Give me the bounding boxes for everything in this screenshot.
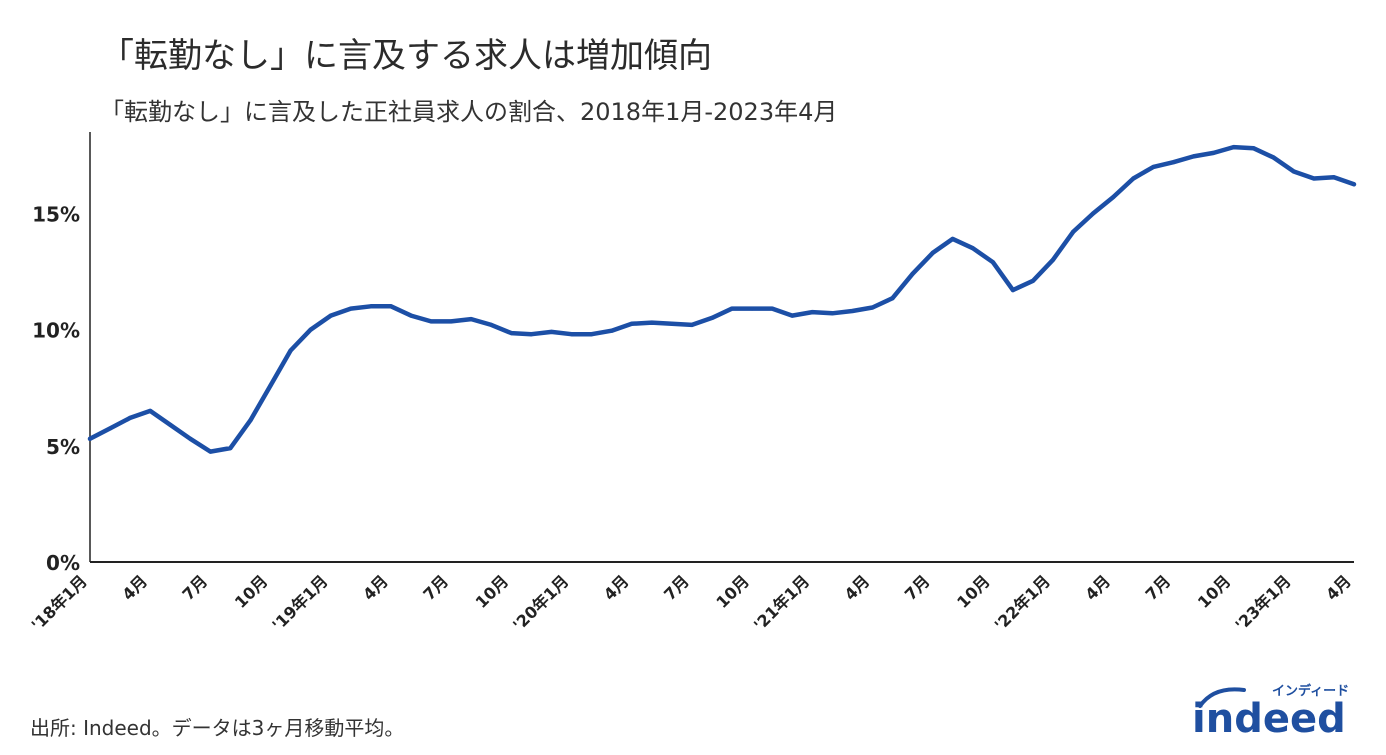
data-point [930, 250, 935, 255]
data-point [449, 319, 454, 324]
x-tick-label: 7月 [901, 571, 934, 604]
line-chart: 0%5%10%15%'18年1月 4月 7月 10月'19年1月 4月 7月 10月'20年… [28, 132, 1357, 635]
data-point [589, 332, 594, 337]
data-point [228, 446, 233, 451]
data-point [1251, 146, 1256, 151]
data-point [629, 321, 634, 326]
x-tick-label: 10月 [1194, 571, 1235, 612]
x-tick-label: 4月 [600, 571, 633, 604]
y-tick-label: 0% [46, 551, 80, 575]
data-point [148, 408, 153, 413]
data-point [88, 436, 92, 441]
y-tick-label: 10% [32, 319, 80, 343]
indeed-logo: インディード indeed [1192, 683, 1349, 740]
data-point [348, 306, 353, 311]
data-point [529, 332, 534, 337]
x-tick-label: 4月 [359, 571, 392, 604]
data-point [1311, 176, 1316, 181]
data-point [1111, 195, 1116, 200]
data-point [469, 317, 474, 322]
x-tick-label: 10月 [231, 571, 272, 612]
data-point [1291, 169, 1296, 174]
data-point [689, 322, 694, 327]
data-point [328, 313, 333, 318]
data-point [409, 313, 413, 318]
data-point [268, 383, 273, 388]
data-point [990, 260, 995, 265]
data-point [168, 422, 173, 427]
data-point [950, 236, 955, 241]
data-point [509, 331, 514, 336]
data-point [1010, 288, 1015, 293]
data-point [1231, 145, 1236, 150]
x-tick-label: 10月 [472, 571, 513, 612]
svg-text:インディード: インディード [1272, 683, 1349, 699]
data-point [1151, 164, 1156, 169]
data-point [429, 319, 434, 324]
x-tick-label: '18年1月 [28, 571, 91, 634]
data-point [910, 271, 915, 276]
data-point [770, 306, 775, 311]
data-point [890, 296, 895, 301]
x-tick-label: '20年1月 [509, 571, 572, 634]
x-tick-label: 4月 [118, 571, 151, 604]
data-point [308, 327, 313, 332]
data-point [1091, 211, 1096, 216]
data-point [1191, 154, 1196, 159]
data-point [208, 449, 213, 454]
data-point [368, 304, 373, 309]
x-tick-label: 7月 [179, 571, 212, 604]
data-point [830, 311, 835, 316]
data-point [1352, 182, 1356, 187]
data-point [108, 426, 113, 431]
x-tick-label: '21年1月 [750, 571, 813, 634]
x-tick-label: 7月 [1142, 571, 1175, 604]
data-point [710, 315, 714, 320]
data-point [750, 306, 755, 311]
x-tick-label: 10月 [953, 571, 994, 612]
data-point [609, 328, 614, 333]
data-point [489, 322, 494, 327]
data-point [1051, 257, 1055, 262]
data-point [970, 246, 975, 251]
series-line [87, 144, 1357, 454]
data-point [810, 310, 815, 315]
data-point [790, 313, 795, 318]
data-point [649, 320, 654, 325]
x-tick-label: 10月 [712, 571, 753, 612]
data-point [850, 309, 855, 313]
data-point [730, 306, 734, 311]
data-point [1331, 175, 1336, 180]
y-tick-label: 5% [46, 435, 80, 459]
chart-subtitle: 「転勤なし」に言及した正社員求人の割合、2018年1月-2023年4月 [100, 98, 838, 126]
data-point [288, 348, 293, 353]
data-point [669, 321, 674, 326]
x-tick-label: 4月 [1081, 571, 1114, 604]
x-tick-label: 7月 [660, 571, 693, 604]
x-tick-label: 7月 [419, 571, 452, 604]
data-point [1071, 229, 1076, 234]
svg-text:indeed: indeed [1192, 696, 1346, 740]
data-point [128, 415, 133, 420]
x-tick-label: 4月 [1322, 571, 1355, 604]
data-point [569, 332, 574, 337]
x-tick-label: '22年1月 [991, 571, 1054, 634]
data-point [188, 436, 193, 441]
data-point [1271, 155, 1276, 160]
x-tick-label: '19年1月 [268, 571, 331, 634]
x-tick-label: '23年1月 [1231, 571, 1294, 634]
data-point [1171, 160, 1176, 165]
data-point [389, 304, 393, 309]
data-point [1131, 176, 1136, 181]
source-note: 出所: Indeed。データは3ヶ月移動平均。 [30, 716, 405, 740]
data-point [248, 418, 253, 423]
data-point [549, 329, 554, 334]
y-tick-label: 15% [32, 202, 80, 226]
x-tick-label: 4月 [841, 571, 874, 604]
data-point [870, 305, 875, 310]
data-point [1031, 278, 1035, 283]
chart-title: 「転勤なし」に言及する求人は増加傾向 [100, 36, 712, 76]
data-point [1211, 150, 1216, 155]
